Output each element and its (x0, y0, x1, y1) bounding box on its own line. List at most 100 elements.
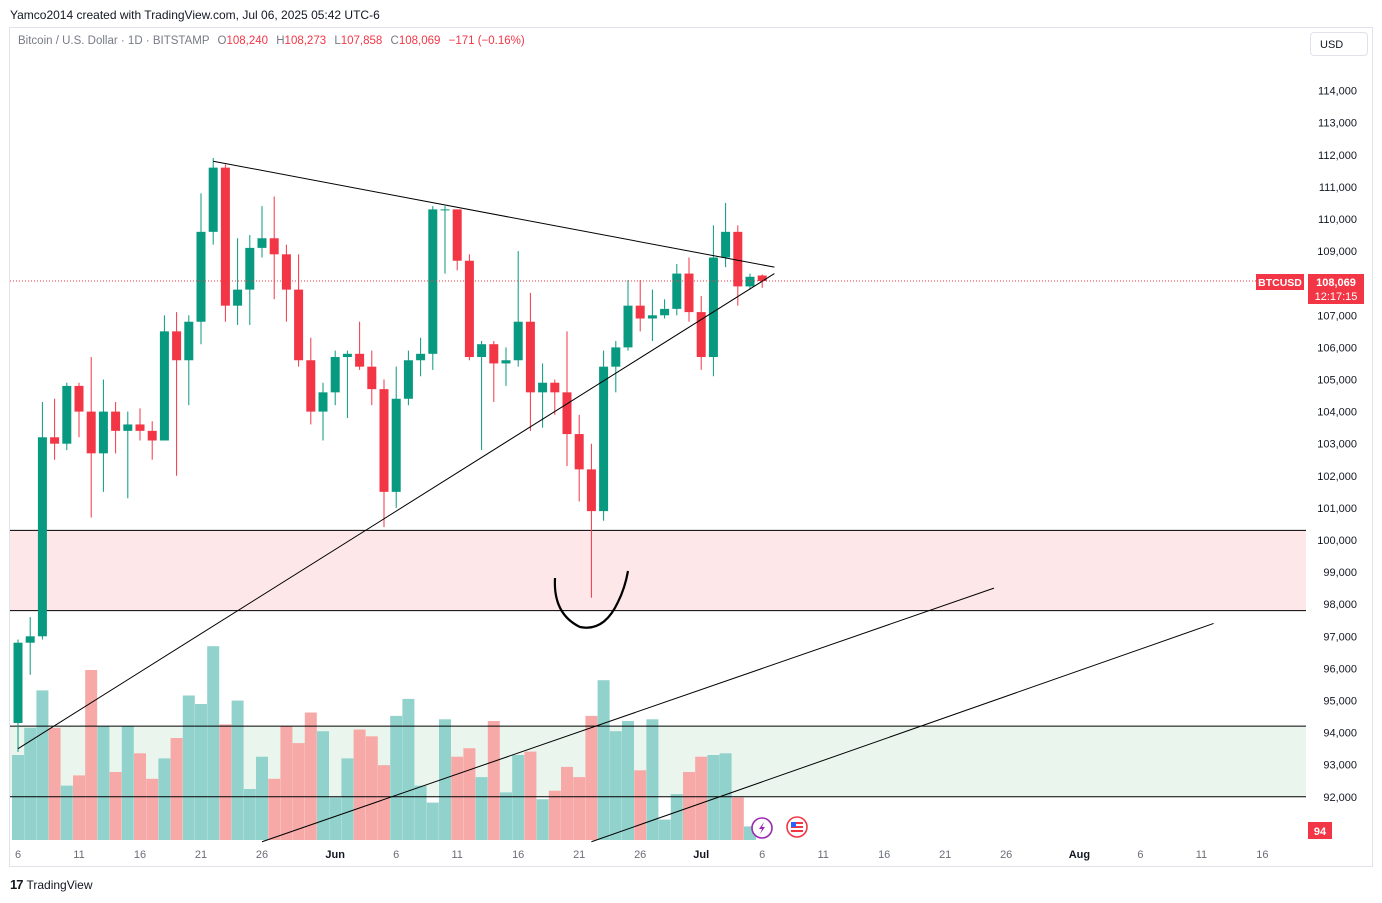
candle-body (220, 167, 230, 306)
volume-bar (24, 727, 37, 840)
candle (586, 443, 596, 598)
candle-body (684, 273, 694, 313)
y-tick-label: 92,000 (1323, 792, 1357, 804)
x-tick-label: 16 (878, 849, 890, 861)
candle (452, 209, 462, 271)
candle-body (367, 366, 377, 390)
candle-body (196, 231, 206, 322)
time-axis: 6 11 16 21 26 Jun 6 11 16 21 26 Jul 6 11 16 21 26 Aug 6 11 1… (15, 849, 1269, 861)
candle-body (550, 382, 560, 393)
volume-bar (585, 715, 598, 840)
candle-body (294, 289, 304, 361)
candle-body (660, 308, 670, 316)
volume-bar (414, 785, 427, 840)
candle (501, 347, 511, 386)
y-tick-label: 101,000 (1317, 503, 1357, 515)
candle (562, 331, 572, 467)
candle-body (696, 312, 706, 358)
candle (611, 340, 621, 393)
price-tag: BTCUSD 108,069 12:17:15 (1256, 274, 1364, 304)
candle-body (306, 360, 316, 412)
volume-bar (475, 777, 488, 840)
volume-bar (463, 748, 476, 840)
currency-button[interactable]: USD (1310, 32, 1368, 56)
candle (74, 382, 84, 438)
volume-bar (670, 794, 683, 840)
trendline (261, 587, 995, 843)
y-tick-label: 100,000 (1317, 535, 1357, 547)
candle-body (208, 167, 218, 232)
volume-bar (317, 731, 329, 840)
tradingview-logo-icon[interactable]: 17 (10, 877, 24, 892)
candle (599, 350, 609, 521)
volume-bar (731, 797, 744, 840)
y-tick-label: 105,000 (1317, 375, 1357, 387)
candle-body (245, 247, 255, 290)
y-tick-label: 109,000 (1317, 246, 1357, 258)
x-tick-label: 26 (634, 849, 646, 861)
volume-bar (207, 646, 220, 840)
candle (403, 350, 413, 406)
candle (574, 414, 584, 502)
volume-bar (353, 729, 366, 840)
candle-body (428, 209, 438, 354)
chart-frame (9, 27, 1373, 867)
us-flag-icon[interactable] (786, 816, 808, 838)
candle-body (513, 321, 523, 361)
candle-body (538, 382, 548, 393)
candle-body (50, 437, 60, 444)
volume-bar (390, 715, 403, 840)
candle-body (647, 315, 657, 319)
candle-body (135, 424, 145, 431)
x-tick-label: 26 (1000, 849, 1012, 861)
candle (464, 254, 474, 361)
x-tick-label: 11 (451, 849, 462, 861)
footer-brand[interactable]: TradingView (26, 877, 93, 892)
volume-bar (548, 790, 561, 840)
candle (660, 299, 670, 319)
volume-bar (121, 726, 134, 840)
candle-body (281, 254, 291, 290)
volume-bar (609, 731, 622, 840)
candle-body (489, 344, 499, 364)
volume-bar (451, 756, 464, 840)
candle-body (233, 289, 243, 306)
candle (525, 292, 535, 431)
price-tag-countdown: 12:17:15 (1315, 291, 1358, 303)
candle (37, 401, 47, 640)
candle-body (123, 424, 133, 431)
footer: 17 TradingView (10, 877, 93, 892)
volume-bar (402, 698, 415, 840)
candle-body (611, 347, 621, 367)
candle (391, 366, 401, 508)
candle (62, 382, 72, 451)
candle (647, 289, 657, 341)
volume-bar (646, 719, 659, 840)
symbol-name[interactable]: Bitcoin / U.S. Dollar · 1D · BITSTAMP (18, 35, 210, 47)
candle-body (159, 331, 169, 441)
x-tick-label: 11 (73, 849, 84, 861)
candle-body (672, 273, 682, 309)
volume-bar (695, 756, 708, 840)
volume-bar (683, 772, 695, 840)
high-label: H (276, 35, 285, 47)
volume-bar (146, 778, 159, 840)
volume-bar (378, 765, 390, 840)
y-tick-label: 111,000 (1319, 182, 1357, 194)
volume-bar (109, 772, 122, 840)
x-tick-label: 21 (939, 849, 951, 861)
candle-body (708, 257, 718, 358)
candle-body (318, 392, 328, 412)
open-label: O (217, 35, 227, 47)
candle (86, 357, 96, 518)
volume-bar (182, 695, 195, 840)
candle-body (623, 305, 633, 348)
lightning-icon[interactable] (751, 817, 773, 839)
candle (721, 202, 731, 268)
candle (355, 321, 365, 370)
volume-bar (195, 704, 207, 840)
volume-bar (231, 700, 244, 840)
volume-tag: 94 (1308, 822, 1332, 839)
volume-bar (341, 758, 354, 840)
